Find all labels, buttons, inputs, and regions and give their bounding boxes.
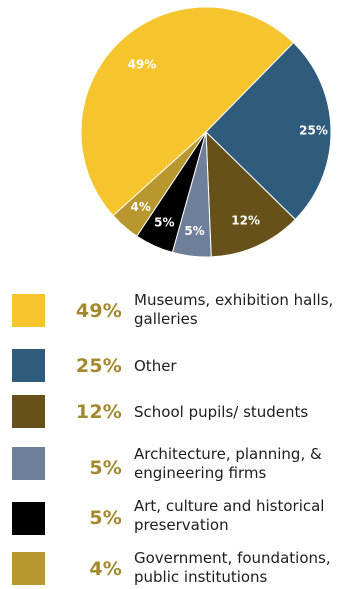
slice-value-label: 5% xyxy=(184,224,204,238)
legend-item: 5% Art, culture and historical preservat… xyxy=(0,497,354,537)
pie-slice xyxy=(205,130,297,258)
legend-swatch xyxy=(12,552,45,585)
legend-swatch xyxy=(12,294,45,327)
pie-slice xyxy=(80,6,295,217)
pie-chart: 49% 25% 12% 5% 5% 4% xyxy=(80,6,332,258)
legend-label: Other xyxy=(134,357,177,375)
pie-slice xyxy=(205,41,332,221)
slice-value-label: 5% xyxy=(154,215,174,229)
slice-value-label: 4% xyxy=(130,200,150,214)
legend-value: 5% xyxy=(89,457,122,479)
legend-label: School pupils/ students xyxy=(134,403,309,421)
legend-swatch xyxy=(12,447,45,480)
legend-value: 49% xyxy=(75,300,122,322)
slice-value-label: 25% xyxy=(299,123,328,137)
legend-value: 5% xyxy=(89,507,122,529)
legend-label: Architecture, planning, & engineering fi… xyxy=(134,445,322,482)
legend-item: 12% School pupils/ students xyxy=(0,395,354,431)
legend-item: 4% Government, foundations, public insti… xyxy=(0,549,354,589)
slice-value-label: 49% xyxy=(128,58,157,72)
legend-label: Government, foundations, public institut… xyxy=(134,549,331,586)
legend-swatch xyxy=(12,349,45,382)
legend-value: 4% xyxy=(89,558,122,580)
legend-value: 25% xyxy=(75,355,122,377)
legend-swatch xyxy=(12,502,45,535)
legend-item: 5% Architecture, planning, & engineering… xyxy=(0,445,354,485)
pie-slice xyxy=(112,131,207,237)
slice-value-label: 12% xyxy=(231,214,260,228)
legend-swatch xyxy=(12,395,45,428)
legend-item: 25% Other xyxy=(0,349,354,385)
legend-item: 49% Museums, exhibition halls, galleries xyxy=(0,291,354,331)
legend-label: Art, culture and historical preservation xyxy=(134,497,325,534)
legend-value: 12% xyxy=(75,401,122,423)
legend-label: Museums, exhibition halls, galleries xyxy=(134,291,334,328)
